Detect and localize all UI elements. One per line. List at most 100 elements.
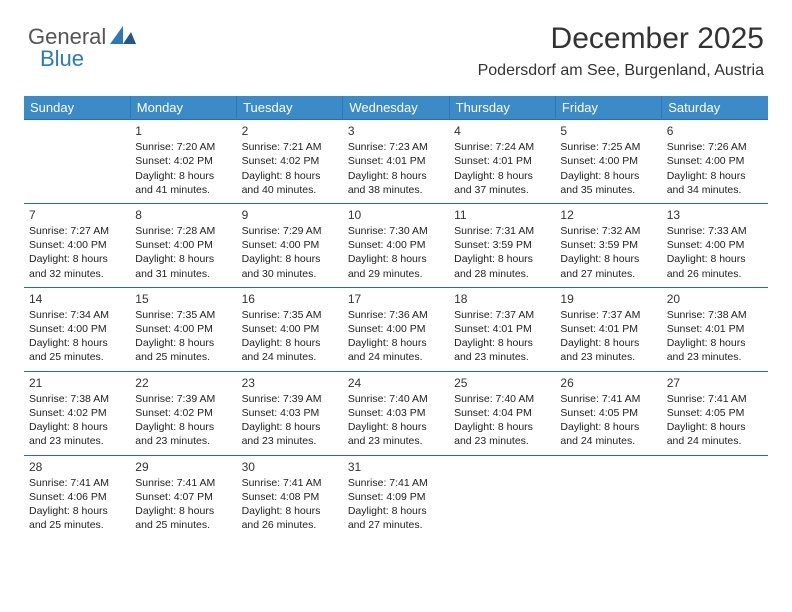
day-number: 8	[135, 207, 231, 223]
weekday-header: Sunday	[24, 96, 130, 120]
sunset-text: Sunset: 4:05 PM	[560, 406, 656, 420]
sunset-text: Sunset: 4:00 PM	[667, 154, 763, 168]
weekday-header-row: Sunday Monday Tuesday Wednesday Thursday…	[24, 96, 768, 120]
sunrise-text: Sunrise: 7:34 AM	[29, 308, 125, 322]
daylight-text: Daylight: 8 hours and 23 minutes.	[242, 420, 338, 448]
sunrise-text: Sunrise: 7:30 AM	[348, 224, 444, 238]
daylight-text: Daylight: 8 hours and 27 minutes.	[348, 504, 444, 532]
sunset-text: Sunset: 3:59 PM	[560, 238, 656, 252]
calendar-cell: 30Sunrise: 7:41 AMSunset: 4:08 PMDayligh…	[237, 455, 343, 538]
day-number: 22	[135, 375, 231, 391]
sunset-text: Sunset: 4:09 PM	[348, 490, 444, 504]
sunrise-text: Sunrise: 7:35 AM	[135, 308, 231, 322]
daylight-text: Daylight: 8 hours and 37 minutes.	[454, 169, 550, 197]
sunset-text: Sunset: 4:01 PM	[667, 322, 763, 336]
daylight-text: Daylight: 8 hours and 24 minutes.	[560, 420, 656, 448]
daylight-text: Daylight: 8 hours and 26 minutes.	[667, 252, 763, 280]
calendar-cell: 6Sunrise: 7:26 AMSunset: 4:00 PMDaylight…	[662, 120, 768, 204]
calendar-cell	[662, 455, 768, 538]
calendar-cell: 12Sunrise: 7:32 AMSunset: 3:59 PMDayligh…	[555, 203, 661, 287]
sunrise-text: Sunrise: 7:40 AM	[348, 392, 444, 406]
daylight-text: Daylight: 8 hours and 35 minutes.	[560, 169, 656, 197]
day-number: 26	[560, 375, 656, 391]
sunset-text: Sunset: 4:01 PM	[560, 322, 656, 336]
calendar-row: 1Sunrise: 7:20 AMSunset: 4:02 PMDaylight…	[24, 120, 768, 204]
day-number: 4	[454, 123, 550, 139]
weekday-header: Wednesday	[343, 96, 449, 120]
sunset-text: Sunset: 4:00 PM	[560, 154, 656, 168]
day-number: 24	[348, 375, 444, 391]
daylight-text: Daylight: 8 hours and 23 minutes.	[454, 336, 550, 364]
calendar-cell: 15Sunrise: 7:35 AMSunset: 4:00 PMDayligh…	[130, 287, 236, 371]
sunset-text: Sunset: 4:00 PM	[135, 238, 231, 252]
daylight-text: Daylight: 8 hours and 27 minutes.	[560, 252, 656, 280]
sunrise-text: Sunrise: 7:40 AM	[454, 392, 550, 406]
day-number: 7	[29, 207, 125, 223]
sunset-text: Sunset: 4:00 PM	[667, 238, 763, 252]
calendar-cell: 23Sunrise: 7:39 AMSunset: 4:03 PMDayligh…	[237, 371, 343, 455]
sunrise-text: Sunrise: 7:24 AM	[454, 140, 550, 154]
daylight-text: Daylight: 8 hours and 23 minutes.	[667, 336, 763, 364]
logo-triangle-icon	[110, 26, 136, 49]
calendar-cell: 19Sunrise: 7:37 AMSunset: 4:01 PMDayligh…	[555, 287, 661, 371]
page-title: December 2025	[551, 22, 764, 56]
sunset-text: Sunset: 4:04 PM	[454, 406, 550, 420]
calendar-cell: 8Sunrise: 7:28 AMSunset: 4:00 PMDaylight…	[130, 203, 236, 287]
daylight-text: Daylight: 8 hours and 34 minutes.	[667, 169, 763, 197]
daylight-text: Daylight: 8 hours and 25 minutes.	[135, 504, 231, 532]
calendar-body: 1Sunrise: 7:20 AMSunset: 4:02 PMDaylight…	[24, 120, 768, 539]
sunset-text: Sunset: 3:59 PM	[454, 238, 550, 252]
calendar-cell	[24, 120, 130, 204]
day-number: 31	[348, 459, 444, 475]
day-number: 29	[135, 459, 231, 475]
day-number: 11	[454, 207, 550, 223]
daylight-text: Daylight: 8 hours and 29 minutes.	[348, 252, 444, 280]
sunset-text: Sunset: 4:00 PM	[242, 238, 338, 252]
calendar-cell: 2Sunrise: 7:21 AMSunset: 4:02 PMDaylight…	[237, 120, 343, 204]
calendar-cell: 21Sunrise: 7:38 AMSunset: 4:02 PMDayligh…	[24, 371, 130, 455]
daylight-text: Daylight: 8 hours and 32 minutes.	[29, 252, 125, 280]
daylight-text: Daylight: 8 hours and 24 minutes.	[348, 336, 444, 364]
sunset-text: Sunset: 4:08 PM	[242, 490, 338, 504]
daylight-text: Daylight: 8 hours and 28 minutes.	[454, 252, 550, 280]
day-number: 1	[135, 123, 231, 139]
sunset-text: Sunset: 4:03 PM	[242, 406, 338, 420]
sunset-text: Sunset: 4:06 PM	[29, 490, 125, 504]
day-number: 16	[242, 291, 338, 307]
daylight-text: Daylight: 8 hours and 25 minutes.	[29, 336, 125, 364]
day-number: 12	[560, 207, 656, 223]
daylight-text: Daylight: 8 hours and 23 minutes.	[560, 336, 656, 364]
calendar-cell: 11Sunrise: 7:31 AMSunset: 3:59 PMDayligh…	[449, 203, 555, 287]
calendar-cell: 4Sunrise: 7:24 AMSunset: 4:01 PMDaylight…	[449, 120, 555, 204]
day-number: 25	[454, 375, 550, 391]
calendar-cell: 25Sunrise: 7:40 AMSunset: 4:04 PMDayligh…	[449, 371, 555, 455]
sunrise-text: Sunrise: 7:33 AM	[667, 224, 763, 238]
sunset-text: Sunset: 4:01 PM	[348, 154, 444, 168]
sunset-text: Sunset: 4:00 PM	[348, 322, 444, 336]
day-number: 30	[242, 459, 338, 475]
logo-text-blue: Blue	[40, 46, 84, 72]
sunrise-text: Sunrise: 7:31 AM	[454, 224, 550, 238]
daylight-text: Daylight: 8 hours and 23 minutes.	[29, 420, 125, 448]
calendar-cell: 27Sunrise: 7:41 AMSunset: 4:05 PMDayligh…	[662, 371, 768, 455]
calendar-cell: 18Sunrise: 7:37 AMSunset: 4:01 PMDayligh…	[449, 287, 555, 371]
calendar-cell: 16Sunrise: 7:35 AMSunset: 4:00 PMDayligh…	[237, 287, 343, 371]
sunset-text: Sunset: 4:07 PM	[135, 490, 231, 504]
daylight-text: Daylight: 8 hours and 40 minutes.	[242, 169, 338, 197]
calendar-cell: 1Sunrise: 7:20 AMSunset: 4:02 PMDaylight…	[130, 120, 236, 204]
sunrise-text: Sunrise: 7:41 AM	[29, 476, 125, 490]
daylight-text: Daylight: 8 hours and 26 minutes.	[242, 504, 338, 532]
day-number: 27	[667, 375, 763, 391]
sunset-text: Sunset: 4:02 PM	[135, 406, 231, 420]
calendar-cell: 26Sunrise: 7:41 AMSunset: 4:05 PMDayligh…	[555, 371, 661, 455]
sunrise-text: Sunrise: 7:41 AM	[242, 476, 338, 490]
daylight-text: Daylight: 8 hours and 31 minutes.	[135, 252, 231, 280]
sunrise-text: Sunrise: 7:41 AM	[560, 392, 656, 406]
day-number: 21	[29, 375, 125, 391]
weekday-header: Friday	[555, 96, 661, 120]
day-number: 28	[29, 459, 125, 475]
day-number: 3	[348, 123, 444, 139]
calendar-cell: 7Sunrise: 7:27 AMSunset: 4:00 PMDaylight…	[24, 203, 130, 287]
day-number: 15	[135, 291, 231, 307]
calendar-cell: 13Sunrise: 7:33 AMSunset: 4:00 PMDayligh…	[662, 203, 768, 287]
